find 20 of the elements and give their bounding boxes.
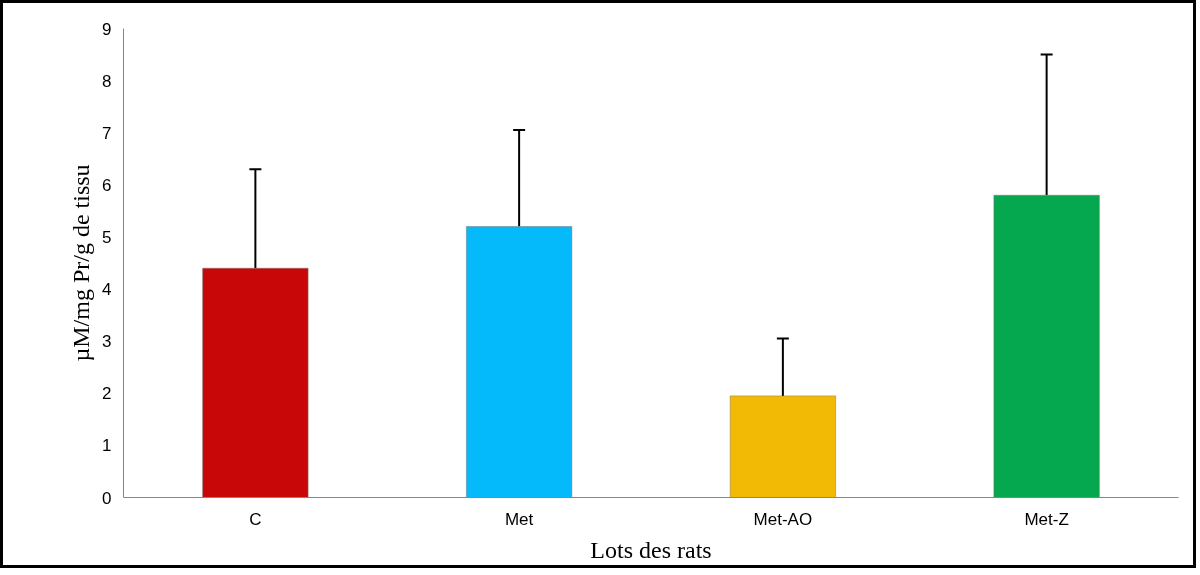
- y-tick-label: 7: [102, 123, 112, 143]
- y-tick-label: 2: [102, 384, 112, 404]
- y-tick-label: 4: [102, 280, 112, 300]
- y-tick-label: 1: [102, 436, 112, 456]
- bar: [729, 395, 836, 498]
- x-tick-label: C: [249, 509, 262, 529]
- y-tick-label: 6: [102, 175, 112, 195]
- x-tick-label: Met-Z: [1024, 509, 1069, 529]
- y-tick-label: 5: [102, 227, 112, 247]
- bar: [993, 195, 1100, 498]
- x-tick-label: Met: [504, 509, 534, 529]
- x-tick-label: Met-AO: [753, 509, 813, 529]
- y-tick-label: 8: [102, 71, 112, 91]
- y-tick-label: 9: [102, 19, 112, 39]
- bar: [466, 226, 573, 498]
- y-axis-title: µM/mg Pr/g de tissu: [68, 164, 95, 362]
- bar: [202, 267, 309, 498]
- y-tick-label: 0: [102, 488, 112, 508]
- y-tick-label: 3: [102, 332, 112, 352]
- x-axis-title: Lots des rats: [590, 536, 712, 563]
